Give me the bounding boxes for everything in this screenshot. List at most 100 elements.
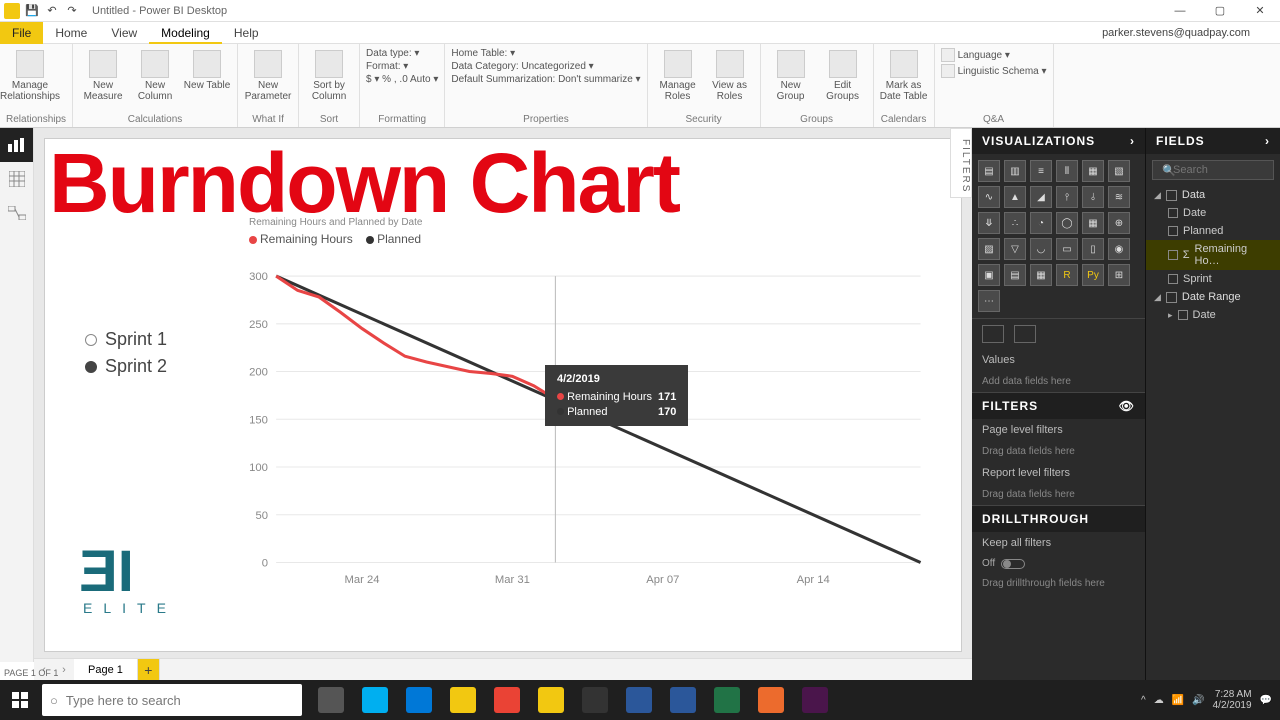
page-filters-drop-zone[interactable]: Drag data fields here xyxy=(972,441,1145,462)
viz-custom-icon[interactable]: ⊞ xyxy=(1108,264,1130,286)
report-view-icon[interactable] xyxy=(0,128,33,162)
taskbar-app-word[interactable] xyxy=(662,680,704,720)
field-daterange-date[interactable]: ▸Date xyxy=(1146,306,1280,324)
clock[interactable]: 7:28 AM4/2/2019 xyxy=(1213,689,1252,711)
taskbar-app-obs[interactable] xyxy=(574,680,616,720)
slicer-option-sprint2[interactable]: Sprint 2 xyxy=(85,356,167,377)
format-dropdown[interactable]: Format: ▾ xyxy=(366,61,438,72)
new-group-button[interactable]: New Group xyxy=(767,46,815,102)
taskbar-app-camtasia[interactable] xyxy=(750,680,792,720)
mark-date-table-button[interactable]: Mark as Date Table xyxy=(880,46,928,102)
viz-line-column-icon[interactable]: ⫯ xyxy=(1056,186,1078,208)
default-summarization-dropdown[interactable]: Default Summarization: Don't summarize ▾ xyxy=(451,74,640,85)
taskbar-app-slack[interactable] xyxy=(794,680,836,720)
system-tray[interactable]: ^ ☁ 📶 🔊 7:28 AM4/2/2019 💬 xyxy=(1141,689,1280,711)
tab-help[interactable]: Help xyxy=(222,22,271,44)
viz-funnel-icon[interactable]: ▽ xyxy=(1004,238,1026,260)
taskbar-app-powerbi[interactable] xyxy=(530,680,572,720)
language-dropdown[interactable]: Language ▾ xyxy=(941,48,1047,62)
view-as-roles-button[interactable]: View as Roles xyxy=(706,46,754,102)
viz-area-icon[interactable]: ▲ xyxy=(1004,186,1026,208)
taskbar-app-task-view[interactable] xyxy=(310,680,352,720)
new-measure-button[interactable]: New Measure xyxy=(79,46,127,102)
viz-clustered-bar-icon[interactable]: ≡ xyxy=(1030,160,1052,182)
values-drop-zone[interactable]: Add data fields here xyxy=(972,371,1145,392)
viz-python-icon[interactable]: Py xyxy=(1082,264,1104,286)
manage-roles-button[interactable]: Manage Roles xyxy=(654,46,702,102)
viz-treemap-icon[interactable]: ▦ xyxy=(1082,212,1104,234)
home-table-dropdown[interactable]: Home Table: ▾ xyxy=(451,48,640,59)
viz-r-icon[interactable]: R xyxy=(1056,264,1078,286)
viz-stacked-area-icon[interactable]: ◢ xyxy=(1030,186,1052,208)
viz-donut-icon[interactable]: ◯ xyxy=(1056,212,1078,234)
viz-stacked-column-icon[interactable]: ▥ xyxy=(1004,160,1026,182)
redo-icon[interactable]: ↷ xyxy=(64,3,80,19)
taskbar-app-chrome[interactable] xyxy=(486,680,528,720)
viz-table-icon[interactable]: ▤ xyxy=(1004,264,1026,286)
viz-100-bar-icon[interactable]: ▦ xyxy=(1082,160,1104,182)
viz-gauge-icon[interactable]: ◡ xyxy=(1030,238,1052,260)
tray-chevron-icon[interactable]: ^ xyxy=(1141,695,1146,706)
viz-filled-map-icon[interactable]: ▨ xyxy=(978,238,1000,260)
field-remaining-hours[interactable]: ΣRemaining Ho… xyxy=(1146,240,1280,270)
viz-100-column-icon[interactable]: ▧ xyxy=(1108,160,1130,182)
network-icon[interactable]: 📶 xyxy=(1172,695,1184,706)
viz-multi-card-icon[interactable]: ▯ xyxy=(1082,238,1104,260)
add-page-button[interactable]: + xyxy=(138,659,160,681)
data-type-dropdown[interactable]: Data type: ▾ xyxy=(366,48,438,59)
viz-line-icon[interactable]: ∿ xyxy=(978,186,1000,208)
viz-slicer-icon[interactable]: ▣ xyxy=(978,264,1000,286)
save-icon[interactable]: 💾 xyxy=(24,3,40,19)
volume-icon[interactable]: 🔊 xyxy=(1192,695,1204,706)
viz-pie-icon[interactable]: ◔ xyxy=(1030,212,1052,234)
keep-all-filters-toggle[interactable]: Off xyxy=(972,554,1145,573)
undo-icon[interactable]: ↶ xyxy=(44,3,60,19)
linguistic-schema-dropdown[interactable]: Linguistic Schema ▾ xyxy=(941,64,1047,78)
viz-kpi-icon[interactable]: ◉ xyxy=(1108,238,1130,260)
notifications-icon[interactable]: 💬 xyxy=(1260,695,1272,706)
drillthrough-drop-zone[interactable]: Drag drillthrough fields here xyxy=(972,573,1145,594)
data-category-dropdown[interactable]: Data Category: Uncategorized ▾ xyxy=(451,61,640,72)
start-button[interactable] xyxy=(0,680,40,720)
new-parameter-button[interactable]: New Parameter xyxy=(244,46,292,102)
model-view-icon[interactable] xyxy=(0,196,33,230)
format-well-icon[interactable] xyxy=(1014,325,1036,343)
sort-by-column-button[interactable]: Sort by Column xyxy=(305,46,353,102)
report-canvas[interactable]: Burndown Chart Sprint 1 Sprint 2 EI ELIT… xyxy=(44,138,962,652)
chevron-right-icon[interactable]: › xyxy=(1130,134,1135,148)
slicer-option-sprint1[interactable]: Sprint 1 xyxy=(85,329,167,350)
table-date-range[interactable]: ◢Date Range xyxy=(1146,288,1280,306)
taskbar-search[interactable]: ○Type here to search xyxy=(42,684,302,716)
viz-scatter-icon[interactable]: ∴ xyxy=(1004,212,1026,234)
edit-groups-button[interactable]: Edit Groups xyxy=(819,46,867,102)
field-sprint[interactable]: Sprint xyxy=(1146,270,1280,288)
eye-icon[interactable]: 👁 xyxy=(1119,399,1135,413)
taskbar-app-edge[interactable] xyxy=(398,680,440,720)
viz-more-icon[interactable]: ⋯ xyxy=(978,290,1000,312)
report-filters-drop-zone[interactable]: Drag data fields here xyxy=(972,484,1145,505)
field-date[interactable]: Date xyxy=(1146,204,1280,222)
manage-relationships-button[interactable]: Manage Relationships xyxy=(6,46,54,102)
tab-home[interactable]: Home xyxy=(43,22,99,44)
viz-ribbon-icon[interactable]: ≋ xyxy=(1108,186,1130,208)
data-view-icon[interactable] xyxy=(0,162,33,196)
viz-clustered-column-icon[interactable]: ⫴ xyxy=(1056,160,1078,182)
currency-controls[interactable]: $ ▾ % , .0 Auto ▾ xyxy=(366,74,438,85)
table-data[interactable]: ◢Data xyxy=(1146,186,1280,204)
user-email[interactable]: parker.stevens@quadpay.com xyxy=(1102,27,1280,39)
page-tab-1[interactable]: Page 1 xyxy=(74,659,138,681)
sprint-slicer[interactable]: Sprint 1 Sprint 2 xyxy=(85,329,167,383)
chevron-right-icon[interactable]: › xyxy=(1265,134,1270,148)
field-planned[interactable]: Planned xyxy=(1146,222,1280,240)
viz-card-icon[interactable]: ▭ xyxy=(1056,238,1078,260)
viz-line-clustered-icon[interactable]: ⫰ xyxy=(1082,186,1104,208)
taskbar-app-skype[interactable] xyxy=(354,680,396,720)
onedrive-icon[interactable]: ☁ xyxy=(1154,695,1164,706)
viz-matrix-icon[interactable]: ▦ xyxy=(1030,264,1052,286)
new-column-button[interactable]: New Column xyxy=(131,46,179,102)
taskbar-app-snagit[interactable] xyxy=(618,680,660,720)
tab-modeling[interactable]: Modeling xyxy=(149,22,222,44)
viz-map-icon[interactable]: ⊕ xyxy=(1108,212,1130,234)
close-button[interactable]: ✕ xyxy=(1240,0,1280,22)
burndown-chart-visual[interactable]: Remaining Hours and Planned by Date Rema… xyxy=(225,217,941,626)
